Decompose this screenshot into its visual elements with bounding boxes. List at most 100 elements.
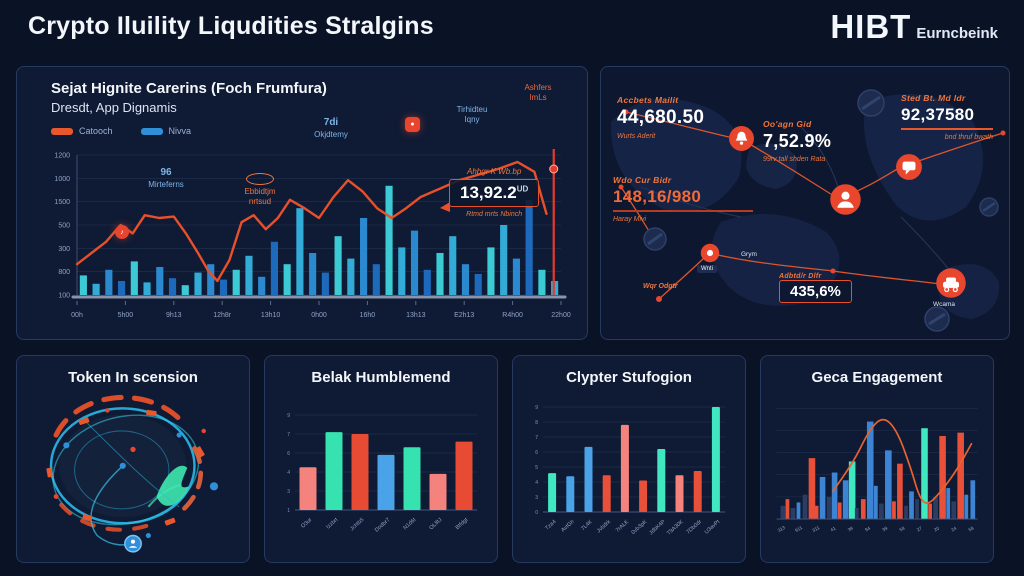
page-title: Crypto Iluility Liqudities Stralgins [28,12,434,40]
svg-text:800: 800 [58,269,70,276]
svg-text:41: 41 [830,525,837,532]
svg-text:59: 59 [899,525,906,532]
svg-text:Dodbr7: Dodbr7 [374,517,391,534]
svg-text:00h: 00h [71,312,83,319]
svg-text:7rALK: 7rALK [615,519,631,534]
svg-text:94: 94 [864,525,871,532]
svg-text:0vb3pK: 0vb3pK [631,519,649,536]
brand-name: HIBT [830,8,912,45]
legend-label: Catooch [79,126,113,136]
belak-bar-chart: 9 7 6 4 3 1 O3ur Izzbrt Jchtb5 Dodbr7 N1d6t OL8tJ Bt… [287,413,477,534]
map-label-wcama: Wcama [933,301,956,308]
bell-icon [729,126,754,151]
svg-text:7Db0dr: 7Db0dr [686,519,704,536]
price-callout: Ahbgr K Wb.bp 13,92.2UD Rtmd mrts Nbinch [439,167,540,218]
svg-text:313: 313 [777,525,787,533]
geca-mixed-chart: 313 911 311 41 39 94 39 59 27 20 24 59 [776,408,978,533]
map-label-wqr: Wqr Odgtr [643,283,678,290]
svg-text:27: 27 [916,525,923,532]
panel-token-inscension: Token In scension [16,355,250,563]
annotation-96: 96 Mirteferns [148,167,184,189]
svg-text:7: 7 [287,432,290,438]
svg-text:9: 9 [287,413,290,419]
chart-title: Sejat Hignite Carerins (Foch Frumfura) [51,80,327,97]
stat-adbtd: Adbtd/r Dlfr 435,6% [779,273,852,303]
user-icon [830,184,861,215]
svg-text:3: 3 [535,495,538,501]
svg-text:4: 4 [287,470,290,476]
svg-text:JdbK4P: JdbK4P [648,519,667,537]
map-chip-label: Wnti [697,265,717,273]
svg-text:1000: 1000 [54,176,70,183]
chart-subtitle: Dresdt, App Dignamis [51,100,177,115]
svg-text:6: 6 [535,450,538,456]
panel-title: Clypter Stufogion [566,369,692,386]
legend-swatch-nivva [140,127,163,135]
svg-text:1: 1 [287,508,290,514]
blocked-icons [643,89,999,332]
svg-text:0: 0 [535,510,538,516]
panel-clypter-chart: Clypter Stufogion 9 8 7 6 5 4 3 0 Tza4 AvtGh 7L4K J… [512,355,746,563]
stat-accbets: Accbets Mailit 44,680.50 Wurts Aderit [617,95,705,140]
svg-text:39: 39 [847,525,854,532]
stat-underline [901,128,993,130]
svg-text:100: 100 [58,293,70,300]
node-icon [124,534,142,553]
main-chart-plot: 1200 1000 1500 500 300 800 100 00h 5h00 9h13 12h8r… [54,149,571,319]
svg-text:3: 3 [287,489,290,495]
svg-text:6: 6 [287,451,290,457]
svg-text:T9A30K: T9A30K [666,519,685,537]
svg-text:1200: 1200 [54,153,70,160]
svg-text:U3avPt: U3avPt [704,519,722,536]
chat-icon [896,154,922,180]
panel-title: Geca Engagement [811,369,943,386]
svg-text:9h13: 9h13 [166,312,182,319]
legend-item-nivva[interactable]: Nivva [140,126,192,136]
svg-text:20: 20 [933,525,940,532]
svg-text:5h00: 5h00 [118,312,134,319]
svg-text:4: 4 [535,480,538,486]
panel-title: Belak Humblemend [311,369,451,386]
annotation-tirhidteu: Tirhidteu Iqny [456,105,488,124]
svg-text:OL8tJ: OL8tJ [428,517,443,531]
svg-text:59: 59 [968,525,975,532]
svg-text:Jvbdrk: Jvbdrk [596,519,612,534]
svg-text:22h00: 22h00 [551,312,571,319]
svg-text:Izzbrt: Izzbrt [325,517,339,531]
svg-text:13h13: 13h13 [406,312,426,319]
svg-text:12h8r: 12h8r [213,312,232,319]
svg-text:R4h00: R4h00 [502,312,523,319]
legend-item-catooch[interactable]: Catooch [51,126,113,136]
svg-text:E2h13: E2h13 [454,312,474,319]
panel-map-stats: Accbets Mailit 44,680.50 Wurts Aderit Oo… [600,66,1010,340]
node-marker-icon [700,243,720,263]
legend-swatch-catooch [51,127,73,135]
svg-text:N1d6t: N1d6t [402,517,417,532]
svg-text:500: 500 [58,223,70,230]
svg-text:16h0: 16h0 [360,312,376,319]
chart-legend: Catooch Nivva [51,126,191,136]
svg-text:8: 8 [535,420,538,426]
svg-text:7: 7 [535,435,538,441]
annotation-7di: 7di Okjdtemy [314,117,348,139]
legend-label: Nivva [168,126,192,136]
svg-text:911: 911 [794,525,803,533]
svg-text:24: 24 [950,525,957,532]
scribble-ellipse [246,173,274,185]
svg-text:7L4K: 7L4K [580,519,594,532]
svg-text:5: 5 [535,465,538,471]
stat-sted: Sted Bt. Md ldr 92,37580 bnd thruf bwath [901,93,993,141]
brand-logo: HIBT Eurncbeink [830,8,998,46]
annotation-ebbidtjm: Ebbidtjm nrtsud [229,173,291,207]
svg-text:Jchtb5: Jchtb5 [349,517,365,532]
network-visualization [46,394,219,553]
brand-suffix: Eurncbeink [916,25,998,42]
panel-main-chart: Sejat Hignite Carerins (Foch Frumfura) D… [16,66,588,340]
panel-belak-chart: Belak Humblemend 9 7 6 4 3 1 O3ur Izzbrt Jchtb5 D… [264,355,498,563]
svg-text:AvtGh: AvtGh [560,519,575,534]
svg-text:13h10: 13h10 [261,312,281,319]
annotation-ashfers: Ashfers ImLs [524,83,552,102]
svg-text:39: 39 [881,525,888,532]
panel-title: Token In scension [68,369,198,386]
